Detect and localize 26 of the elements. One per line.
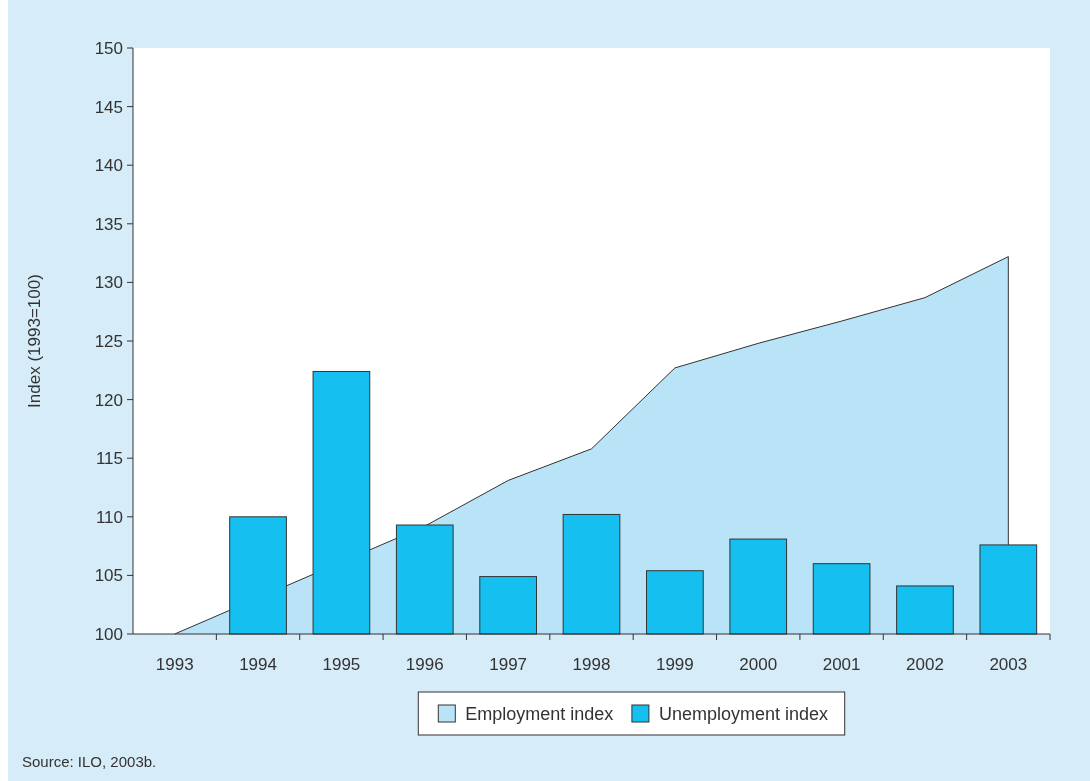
y-tick-label: 150 (94, 38, 123, 58)
y-tick-label: 125 (94, 331, 123, 351)
x-tick-label: 1997 (489, 655, 528, 674)
x-tick-label: 1993 (155, 655, 194, 674)
y-tick-label: 130 (94, 273, 123, 293)
source-note: Source: ILO, 2003b. (22, 753, 157, 770)
y-axis-title: Index (1993=100) (25, 274, 44, 408)
x-tick-label: 1999 (655, 655, 694, 674)
x-tick-label: 1998 (572, 655, 611, 674)
y-tick-label: 135 (94, 214, 123, 234)
legend-label: Employment index (465, 704, 614, 725)
x-tick-label: 2001 (822, 655, 861, 674)
y-tick-label: 145 (94, 97, 123, 117)
y-tick-label: 100 (94, 624, 123, 644)
x-tick-label: 2000 (739, 655, 778, 674)
y-tick-label: 110 (95, 507, 123, 527)
y-tick-label: 115 (95, 449, 123, 469)
x-tick-label: 1994 (239, 655, 277, 674)
x-tick-label: 1996 (405, 655, 444, 674)
y-tick-label: 105 (94, 566, 123, 586)
legend-label: Unemployment index (658, 704, 828, 725)
x-tick-label: 2003 (989, 655, 1028, 674)
y-tick-label: 120 (94, 390, 123, 410)
y-tick-label: 140 (94, 156, 123, 176)
x-tick-label: 1995 (322, 655, 361, 674)
x-tick-label: 2002 (906, 655, 944, 674)
